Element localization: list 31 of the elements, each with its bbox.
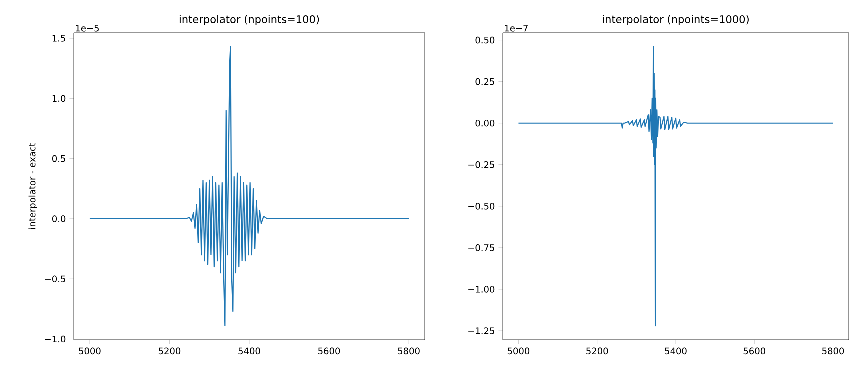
x-tick-label: 5800: [398, 348, 420, 355]
y-tick-label: 1.0: [52, 95, 66, 102]
y-tick-label: 0.0: [52, 216, 66, 222]
y-tick-label: 1.5: [52, 35, 66, 42]
x-tick-label: 5400: [665, 348, 687, 355]
line-series: [518, 46, 834, 327]
line-series: [89, 46, 410, 327]
y-tick-label: 0.00: [476, 120, 495, 127]
y-tick-label: −1.25: [468, 328, 494, 334]
text: 1e−5: [76, 25, 99, 32]
text: 1e−7: [505, 25, 528, 32]
x-tick-label: 5000: [508, 348, 530, 355]
y-tick-label: −0.75: [468, 244, 494, 252]
y-tick-label: 0.25: [476, 78, 494, 86]
y-tick-label: 0.5: [52, 155, 66, 162]
x-tick-label: 5600: [744, 348, 766, 355]
y-tick-label: 0.50: [476, 36, 495, 44]
x-tick-label: 5600: [318, 348, 340, 355]
x-tick-label: 5000: [79, 348, 101, 355]
y-tick-label: −0.5: [45, 276, 66, 283]
y-tick-label: −0.50: [468, 203, 495, 210]
y-axis-title: interpolator - exact: [28, 143, 38, 229]
y-tick-label: −1.00: [468, 286, 495, 293]
x-tick-label: 5800: [822, 348, 844, 355]
y-tick-label: −1.0: [45, 336, 66, 343]
y-tick-label: −0.25: [468, 161, 494, 168]
x-tick-label: 5400: [238, 348, 260, 355]
chart-title: interpolator (npoints=1000): [603, 15, 749, 26]
x-tick-label: 5200: [158, 348, 181, 355]
x-tick-label: 5200: [586, 348, 608, 355]
chart-title: interpolator (npoints=100): [180, 15, 320, 26]
